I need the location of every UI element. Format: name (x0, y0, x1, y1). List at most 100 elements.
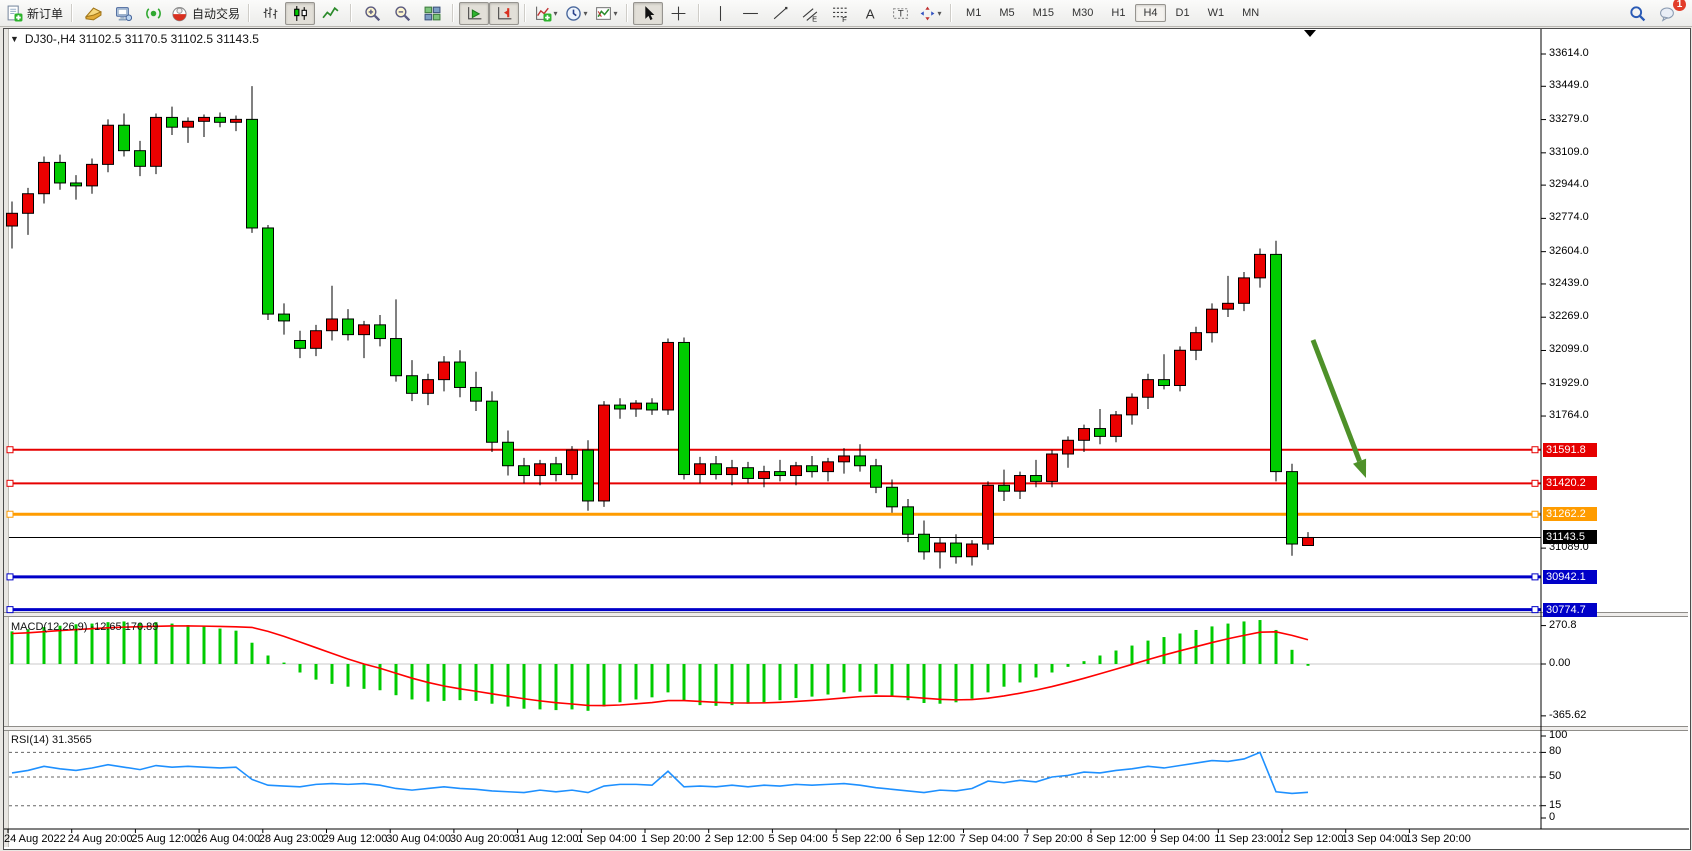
periods-button[interactable]: ▾ (561, 2, 591, 25)
indicators-button[interactable]: ▾ (531, 2, 561, 25)
auto-scroll-button[interactable] (459, 1, 490, 25)
svg-text:A: A (865, 6, 874, 21)
line-chart-button[interactable] (315, 2, 345, 25)
vline-icon (719, 5, 721, 21)
market-button[interactable] (78, 2, 108, 25)
candle-body (1142, 379, 1154, 398)
candle-body (1238, 277, 1250, 304)
channel-button[interactable]: E (795, 2, 825, 25)
candle-body (1062, 439, 1074, 455)
one-click-trading-caret-icon[interactable]: ▼ (10, 34, 19, 44)
candle-body (806, 465, 818, 473)
auto-trading-button-label: 自动交易 (192, 6, 241, 21)
price-axis-label: 33109.0 (1549, 145, 1589, 158)
toolbar-separator (71, 4, 74, 22)
templates-button[interactable]: ▾ (591, 2, 621, 25)
chart-shift-button[interactable] (489, 1, 520, 25)
candle-body (470, 386, 482, 402)
candle-chart-icon (293, 5, 307, 21)
candle-body (374, 324, 386, 340)
trendline-button[interactable] (765, 2, 795, 25)
macd-axis-label: 270.8 (1549, 618, 1577, 631)
horizontal-line-button[interactable] (735, 2, 765, 25)
candle-body (838, 455, 850, 463)
chart-window[interactable] (3, 28, 1691, 850)
vertical-line-button[interactable] (705, 2, 735, 25)
text-button[interactable]: A (855, 2, 885, 25)
main-toolbar: 新订单 自动交易 ▾ ▾ ▾ E F A T ▾ M1 M5 M15 M30 H1 H4 D1 W1 MN 1 (0, 0, 1692, 27)
candle-body (998, 484, 1010, 492)
vps-button[interactable] (108, 2, 138, 25)
hline-right-handle[interactable] (1531, 573, 1539, 581)
toolbar-separator (524, 4, 527, 22)
timeframe-d1-button[interactable]: D1 (1175, 7, 1190, 19)
timeframe-mn-button[interactable]: MN (1242, 7, 1260, 19)
indicators-icon (535, 6, 551, 21)
zoom-in-button[interactable] (357, 2, 387, 25)
candle-body (662, 341, 674, 411)
candle-body (454, 361, 466, 388)
candle-body (150, 116, 162, 167)
rsi-pane-splitter[interactable] (4, 726, 1688, 731)
cursor-button[interactable] (633, 1, 664, 25)
zoom-out-button[interactable] (387, 2, 417, 25)
timeframe-m30-button[interactable]: M30 (1072, 7, 1094, 19)
timeframe-m15-button[interactable]: M15 (1032, 7, 1054, 19)
hline-right-handle[interactable] (1531, 479, 1539, 487)
fibonacci-button[interactable]: F (825, 2, 855, 25)
zoom-in-icon (364, 5, 380, 21)
timeframe-m5-button[interactable]: M5 (999, 7, 1015, 19)
bars-chart-button[interactable] (255, 2, 285, 25)
crosshair-icon (671, 6, 685, 20)
price-line-badge: 31143.5 (1543, 530, 1597, 545)
time-axis-label: 5 Sep 22:00 (832, 833, 892, 845)
price-axis-label: 31929.0 (1549, 376, 1589, 389)
hline-left-handle[interactable] (6, 479, 14, 487)
candles-chart-button[interactable] (285, 1, 316, 25)
candle-body (358, 324, 370, 336)
candle-body (1174, 349, 1186, 387)
auto-trading-button[interactable]: 自动交易 (168, 2, 243, 25)
hline-right-handle[interactable] (1531, 510, 1539, 518)
tile-windows-button[interactable] (417, 2, 447, 25)
new-order-button[interactable]: 新订单 (3, 2, 66, 25)
timeframe-w1-button[interactable]: W1 (1207, 7, 1225, 19)
periods-icon (565, 5, 581, 21)
hline-left-handle[interactable] (6, 510, 14, 518)
hline-left-handle[interactable] (6, 573, 14, 581)
candle-body (758, 471, 770, 479)
candle-body (918, 533, 930, 553)
candle-body (54, 161, 66, 184)
time-axis-label: 1 Sep 20:00 (641, 833, 701, 845)
timeframe-h4-button[interactable]: H4 (1135, 4, 1166, 22)
chart-shift-marker-icon[interactable] (1304, 30, 1316, 37)
price-axis-label: 31764.0 (1549, 409, 1589, 422)
hline-left-handle[interactable] (6, 606, 14, 614)
candle-body (486, 400, 498, 443)
arrow-annotation[interactable] (1310, 339, 1362, 463)
hline-left-handle[interactable] (6, 446, 14, 454)
macd-pane-splitter[interactable] (4, 612, 1688, 617)
candle-body (86, 163, 98, 187)
toolbar-separator (452, 4, 455, 22)
text-label-button[interactable]: T (885, 2, 915, 25)
chart-left-gutter (4, 29, 9, 847)
crosshair-button[interactable] (663, 2, 693, 25)
shapes-icon (920, 6, 934, 20)
price-axis-label: 33449.0 (1549, 79, 1589, 92)
candle-body (646, 402, 658, 411)
search-button[interactable] (1622, 2, 1652, 25)
timeframe-m1-button[interactable]: M1 (966, 7, 982, 19)
toolbar-group-5: ▾ ▾ ▾ (528, 0, 624, 26)
fibonacci-icon: F (832, 7, 847, 22)
macd-signal-line (11, 625, 1309, 707)
hline-right-handle[interactable] (1531, 446, 1539, 454)
time-axis-label: 28 Aug 23:00 (258, 833, 324, 845)
hline-right-handle[interactable] (1531, 606, 1539, 614)
arrows-button[interactable]: ▾ (915, 2, 945, 25)
notifications-button[interactable]: 1 (1652, 0, 1686, 25)
timeframe-h1-button[interactable]: H1 (1111, 7, 1126, 19)
time-axis-label: 7 Sep 20:00 (1023, 833, 1083, 845)
signals-button[interactable] (138, 2, 168, 25)
